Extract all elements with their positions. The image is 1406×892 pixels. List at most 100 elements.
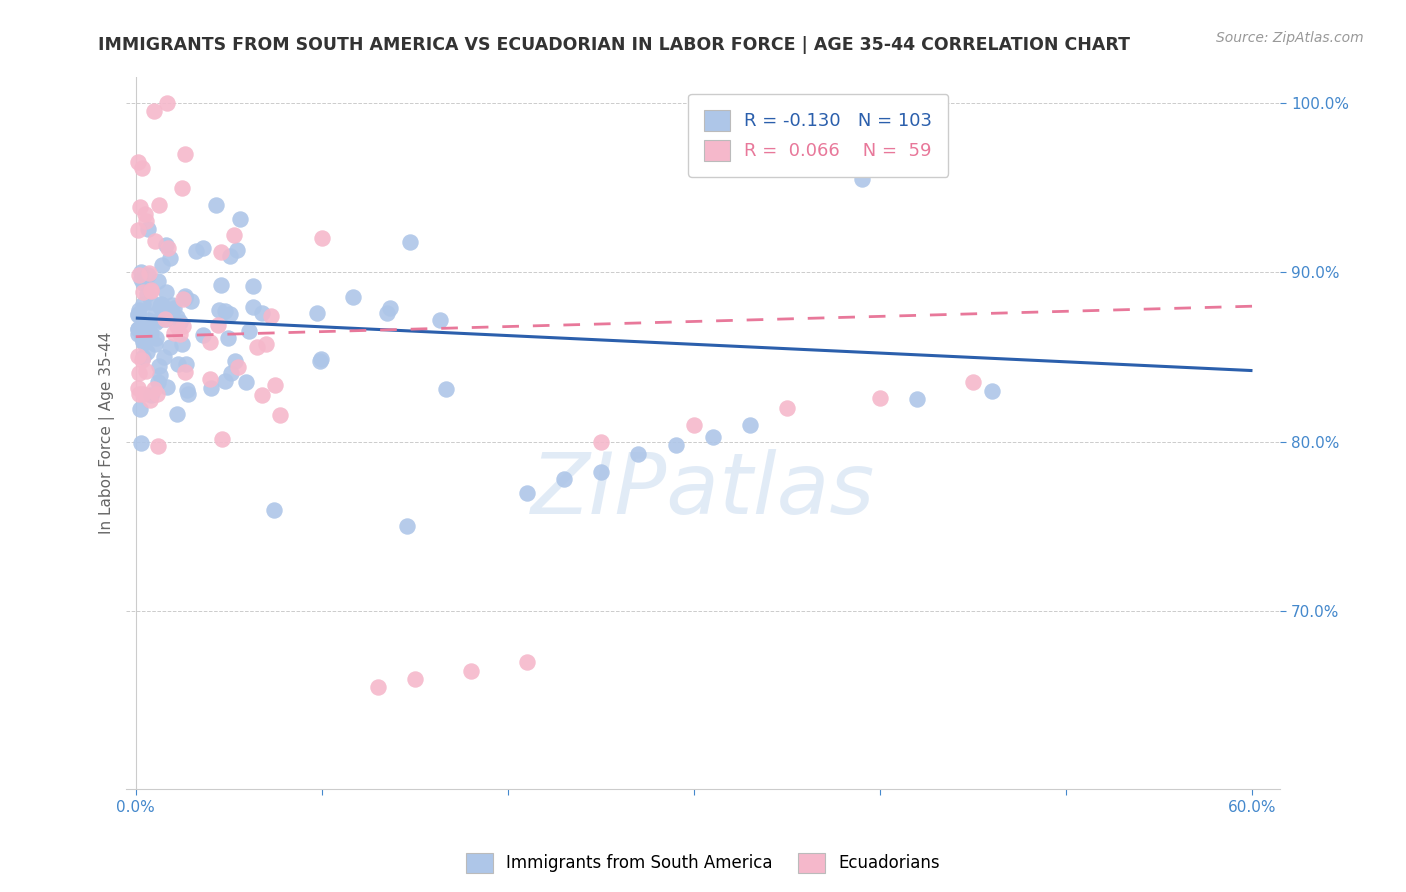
Point: [132, 297, 155, 311]
Point: [174, 291, 197, 305]
Point: [155, 238, 177, 252]
Legend: Immigrants from South America, Ecuadorians: Immigrants from South America, Ecuadoria…: [460, 847, 946, 880]
Point: [131, 276, 153, 290]
Point: [128, 387, 150, 401]
Point: [157, 241, 180, 255]
Point: [263, 377, 285, 392]
Y-axis label: In Labor Force | Age 35-44: In Labor Force | Age 35-44: [100, 332, 115, 534]
Point: [146, 375, 169, 389]
Point: [136, 222, 159, 236]
Point: [132, 336, 155, 351]
Point: [141, 388, 163, 402]
Point: [254, 337, 277, 351]
Point: [226, 360, 249, 375]
Point: [962, 376, 984, 390]
Point: [139, 284, 162, 298]
Point: [159, 339, 181, 353]
Point: [142, 382, 165, 396]
Point: [591, 465, 613, 479]
Point: [127, 322, 149, 336]
Point: [156, 308, 179, 322]
Point: [141, 294, 163, 309]
Point: [149, 300, 172, 314]
Point: [166, 407, 188, 421]
Point: [131, 435, 153, 450]
Point: [131, 331, 153, 345]
Point: [149, 368, 172, 382]
Point: [127, 327, 149, 342]
Point: [434, 382, 457, 396]
Point: [127, 349, 149, 363]
Point: [263, 502, 285, 516]
Point: [246, 340, 269, 354]
Point: [127, 321, 149, 335]
Point: [235, 375, 257, 389]
Point: [170, 180, 193, 194]
Point: [132, 387, 155, 401]
Point: [148, 197, 170, 211]
Point: [145, 331, 167, 345]
Point: [131, 350, 153, 364]
Point: [214, 374, 236, 388]
Point: [172, 319, 194, 334]
Point: [129, 265, 152, 279]
Point: [367, 681, 389, 695]
Point: [200, 381, 222, 395]
Point: [395, 519, 418, 533]
Point: [869, 391, 891, 405]
Point: [163, 326, 186, 340]
Point: [135, 320, 157, 334]
Point: [150, 298, 173, 312]
Point: [224, 354, 246, 368]
Point: [429, 313, 451, 327]
Point: [143, 235, 166, 249]
Point: [193, 241, 215, 255]
Point: [311, 230, 333, 244]
Point: [191, 328, 214, 343]
Point: [205, 198, 228, 212]
Point: [702, 430, 724, 444]
Point: [166, 310, 188, 324]
Point: [794, 155, 817, 169]
Point: [153, 312, 176, 326]
Point: [160, 298, 183, 312]
Point: [738, 417, 761, 432]
Text: ZIPatlas: ZIPatlas: [531, 449, 876, 532]
Point: [218, 307, 240, 321]
Point: [127, 307, 149, 321]
Point: [169, 315, 191, 329]
Point: [127, 223, 149, 237]
Point: [217, 331, 239, 345]
Point: [128, 302, 150, 317]
Point: [305, 306, 328, 320]
Point: [591, 434, 613, 449]
Point: [136, 313, 159, 327]
Point: [136, 345, 159, 359]
Point: [148, 438, 170, 452]
Point: [127, 381, 149, 395]
Point: [218, 249, 240, 263]
Point: [851, 172, 873, 186]
Point: [176, 383, 198, 397]
Point: [214, 304, 236, 318]
Point: [127, 308, 149, 322]
Point: [238, 324, 260, 338]
Point: [131, 161, 153, 175]
Point: [980, 384, 1002, 398]
Point: [211, 432, 233, 446]
Point: [156, 95, 179, 110]
Point: [173, 146, 195, 161]
Point: [131, 353, 153, 368]
Point: [149, 296, 172, 310]
Point: [136, 287, 159, 301]
Point: [135, 214, 157, 228]
Point: [143, 307, 166, 321]
Point: [134, 207, 156, 221]
Point: [219, 366, 242, 380]
Point: [460, 664, 482, 678]
Point: [143, 104, 166, 119]
Point: [311, 352, 333, 367]
Point: [225, 243, 247, 257]
Text: Source: ZipAtlas.com: Source: ZipAtlas.com: [1216, 31, 1364, 45]
Point: [180, 294, 202, 309]
